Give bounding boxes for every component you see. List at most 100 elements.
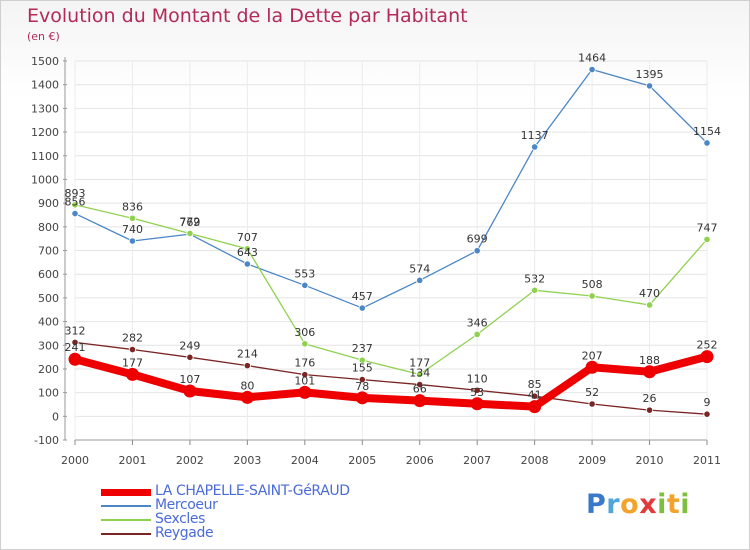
legend-label: Mercoeur [155, 497, 218, 513]
data-label: 893 [65, 187, 86, 200]
data-label: 41 [528, 389, 542, 402]
data-label: 80 [240, 379, 254, 392]
data-point-la-chapelle-saint-g-raud[interactable] [183, 384, 197, 398]
data-point-sexcles[interactable] [186, 229, 194, 238]
data-point-reygade[interactable] [358, 375, 366, 384]
y-tick-label: 1100 [31, 150, 59, 163]
data-point-la-chapelle-saint-g-raud[interactable] [125, 367, 139, 381]
data-point-mercoeur[interactable] [588, 65, 596, 74]
data-point-mercoeur[interactable] [243, 260, 251, 268]
data-point-reygade[interactable] [416, 380, 424, 389]
x-tick-label: 2001 [118, 454, 146, 467]
data-label: 53 [470, 386, 484, 399]
y-tick-label: 1200 [31, 126, 59, 139]
data-point-reygade[interactable] [473, 386, 481, 394]
data-point-sexcles[interactable] [703, 235, 711, 243]
legend-label: Sexcles [155, 511, 205, 527]
data-point-reygade[interactable] [186, 353, 194, 361]
data-label: 66 [413, 383, 427, 396]
x-tick-label: 2004 [291, 454, 319, 467]
y-tick-label: 400 [38, 316, 59, 329]
data-point-mercoeur[interactable] [531, 143, 539, 151]
x-tick-label: 2005 [348, 454, 376, 467]
x-tick-label: 2003 [233, 454, 261, 467]
data-label: 155 [352, 362, 373, 375]
data-point-la-chapelle-saint-g-raud[interactable] [355, 391, 369, 405]
data-point-sexcles[interactable] [243, 245, 251, 253]
data-point-reygade[interactable] [301, 371, 309, 379]
data-point-la-chapelle-saint-g-raud[interactable] [298, 385, 312, 399]
data-point-reygade[interactable] [588, 400, 596, 408]
legend-swatch [101, 505, 151, 507]
y-tick-label: 900 [38, 197, 59, 210]
x-tick-label: 2010 [636, 454, 664, 467]
legend-swatch [101, 519, 151, 521]
data-label: 457 [352, 290, 373, 303]
data-point-mercoeur[interactable] [645, 82, 654, 90]
data-point-la-chapelle-saint-g-raud[interactable] [585, 360, 599, 374]
data-point-reygade[interactable] [703, 410, 711, 418]
y-tick-label: 1000 [31, 173, 59, 186]
y-tick-label: 1500 [31, 55, 59, 68]
data-label: 214 [237, 348, 258, 361]
data-label: 532 [524, 272, 545, 285]
data-label: 78 [355, 380, 369, 393]
data-point-reygade[interactable] [243, 362, 251, 370]
data-label: 26 [643, 392, 657, 405]
data-label: 856 [65, 196, 86, 209]
data-point-reygade[interactable] [645, 406, 654, 414]
y-tick-label: 1300 [31, 102, 59, 115]
data-label: 241 [65, 341, 86, 354]
data-label: 107 [179, 373, 200, 386]
data-point-sexcles[interactable] [416, 370, 424, 378]
data-point-mercoeur[interactable] [301, 281, 309, 289]
data-point-sexcles[interactable] [128, 214, 137, 222]
data-point-mercoeur[interactable] [473, 247, 481, 255]
data-label: 740 [122, 223, 143, 236]
data-label: 1395 [636, 68, 664, 81]
series-layer [68, 65, 714, 418]
data-point-mercoeur[interactable] [416, 276, 424, 284]
data-point-sexcles[interactable] [301, 340, 309, 348]
data-labels: 241 177 107 80 101 78 66 53 41 207 188 252 856 740 769… [65, 52, 722, 410]
x-tick-label: 2007 [463, 454, 491, 467]
data-point-sexcles[interactable] [531, 286, 539, 294]
data-label: 470 [639, 287, 660, 300]
data-point-mercoeur[interactable] [703, 139, 711, 147]
y-tick-label: 0 [52, 410, 59, 423]
data-label: 85 [528, 378, 542, 391]
series-line-sexcles [74, 204, 708, 376]
proxiti-logo[interactable]: Proxiti [586, 489, 691, 520]
data-point-mercoeur[interactable] [71, 209, 79, 218]
data-point-la-chapelle-saint-g-raud[interactable] [700, 350, 714, 364]
data-point-mercoeur[interactable] [128, 237, 137, 245]
x-tick-label: 2002 [176, 454, 204, 467]
series-line-mercoeur [74, 68, 708, 309]
data-label: 252 [697, 339, 718, 352]
data-label: 237 [352, 342, 373, 355]
data-point-reygade[interactable] [71, 338, 79, 347]
data-point-reygade[interactable] [531, 392, 539, 400]
data-point-la-chapelle-saint-g-raud[interactable] [528, 400, 542, 414]
data-point-la-chapelle-saint-g-raud[interactable] [240, 390, 254, 404]
y-tick-label: 100 [38, 387, 59, 400]
data-point-sexcles[interactable] [645, 301, 654, 309]
data-point-la-chapelle-saint-g-raud[interactable] [643, 365, 657, 379]
chart-title: Evolution du Montant de la Dette par Hab… [27, 5, 468, 27]
data-label: 282 [122, 332, 143, 345]
data-label: 643 [237, 246, 258, 259]
data-point-reygade[interactable] [128, 345, 137, 354]
data-point-mercoeur[interactable] [358, 304, 366, 312]
data-label: 177 [122, 356, 143, 369]
data-point-la-chapelle-saint-g-raud[interactable] [413, 394, 427, 408]
data-label: 306 [294, 326, 315, 339]
data-point-sexcles[interactable] [358, 356, 366, 364]
data-label: 747 [697, 221, 718, 234]
data-point-sexcles[interactable] [588, 292, 596, 300]
data-point-la-chapelle-saint-g-raud[interactable] [470, 397, 484, 411]
data-point-sexcles[interactable] [473, 330, 481, 338]
data-point-sexcles[interactable] [71, 201, 79, 209]
data-point-la-chapelle-saint-g-raud[interactable] [68, 352, 82, 366]
y-tick-label: 300 [38, 339, 59, 352]
